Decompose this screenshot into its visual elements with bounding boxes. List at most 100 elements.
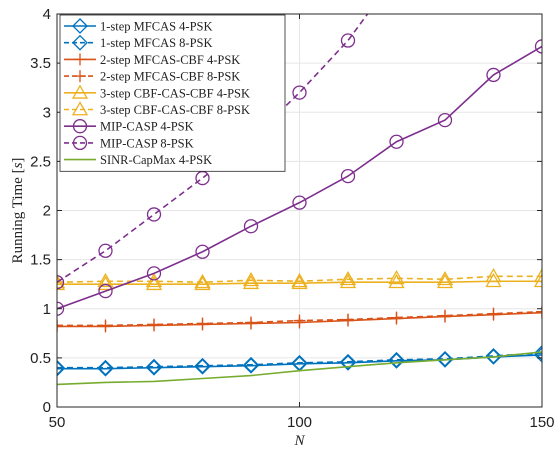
legend-label: MIP-CASP 4-PSK	[100, 120, 194, 134]
data-point	[98, 243, 113, 258]
data-point	[243, 219, 259, 234]
data-point	[242, 274, 260, 290]
legend-marker	[71, 101, 89, 116]
data-point	[195, 170, 210, 186]
legend-item: MIP-CASP 8-PSK	[64, 135, 194, 150]
data-point	[57, 301, 65, 316]
data-point	[57, 359, 65, 376]
x-tick-label: 50	[49, 414, 66, 431]
data-point	[390, 311, 403, 324]
data-point	[97, 272, 114, 288]
data-point	[146, 358, 162, 375]
data-point	[98, 283, 113, 299]
legend-label: 3-step CBF-CAS-CBF 8-PSK	[100, 103, 250, 117]
series-5	[57, 268, 542, 289]
data-point	[57, 275, 66, 291]
series-8	[57, 351, 542, 386]
series-3	[57, 305, 542, 332]
data-point	[194, 358, 211, 375]
data-point	[437, 350, 453, 367]
y-tick-label: 1.5	[30, 252, 51, 269]
data-point	[293, 314, 306, 327]
data-point	[485, 268, 502, 283]
legend-item: 2-step MFCAS-CBF 4-PSK	[64, 53, 240, 67]
data-point	[437, 112, 453, 128]
data-point	[97, 360, 114, 377]
legend-box	[59, 14, 286, 172]
data-point	[485, 348, 502, 365]
data-point	[388, 352, 405, 369]
data-point	[388, 351, 405, 368]
data-point	[533, 272, 542, 288]
y-tick-label: 1	[43, 301, 51, 318]
data-point	[97, 275, 114, 291]
series-4	[57, 272, 542, 291]
data-point	[97, 359, 114, 376]
data-point	[340, 353, 356, 370]
data-point	[534, 345, 542, 361]
legend-label: MIP-CASP 8-PSK	[100, 136, 194, 150]
y-axis-label: Running Time [s]	[10, 158, 26, 264]
data-point	[487, 307, 500, 320]
data-point	[340, 168, 356, 184]
y-tick-label: 0	[43, 399, 51, 416]
x-tick-label: 150	[529, 414, 554, 431]
series-line	[57, 45, 542, 310]
series-lines	[57, 14, 542, 386]
legend-marker	[71, 84, 89, 99]
data-point	[342, 313, 354, 326]
data-point	[339, 273, 357, 289]
data-point	[57, 320, 63, 333]
data-point	[243, 357, 259, 374]
series-1	[57, 345, 542, 376]
series-line	[57, 352, 542, 369]
data-point	[57, 275, 65, 290]
series-line	[57, 351, 542, 386]
data-point	[534, 39, 542, 54]
legend-label: 1-step MFCAS 4-PSK	[100, 20, 213, 34]
data-point	[99, 319, 112, 332]
series-line	[57, 275, 542, 284]
data-point	[291, 274, 308, 290]
data-point	[291, 272, 308, 288]
legend-label: 1-step MFCAS 8-PSK	[100, 36, 213, 50]
x-axis-label: N	[293, 433, 305, 449]
data-point	[291, 354, 308, 371]
data-point	[242, 271, 260, 287]
axis-ticks: 50 100 150 0 0.5 1 1.5 2 2.5 3 3.5 4	[30, 6, 554, 431]
data-point	[437, 351, 453, 368]
legend-marker	[74, 53, 86, 66]
data-point	[388, 269, 405, 285]
data-point	[195, 244, 210, 259]
data-point	[485, 347, 502, 364]
legend-label: 2-step MFCAS-CBF 4-PSK	[100, 53, 240, 67]
legend-marker	[72, 34, 88, 51]
data-point	[243, 356, 259, 373]
data-point	[536, 306, 542, 319]
legend-marker	[72, 18, 88, 34]
data-point	[146, 359, 162, 376]
y-tick-label: 0.5	[30, 350, 51, 367]
data-point	[148, 318, 160, 331]
data-point	[292, 85, 307, 100]
y-tick-label: 3	[43, 104, 51, 121]
legend-item: 3-step CBF-CAS-CBF 4-PSK	[64, 84, 250, 100]
legend-item: 3-step CBF-CAS-CBF 8-PSK	[64, 101, 250, 117]
data-point	[485, 272, 502, 288]
data-point	[146, 207, 162, 222]
legend-marker	[72, 119, 88, 134]
legend-label: SINR-CapMax 4-PSK	[100, 153, 212, 167]
data-point	[57, 360, 65, 377]
legend-item: 2-step MFCAS-CBF 8-PSK	[64, 70, 240, 84]
legend-item: SINR-CapMax 4-PSK	[64, 153, 212, 167]
data-point	[439, 309, 451, 322]
data-point	[196, 317, 209, 330]
data-point	[536, 305, 542, 318]
data-point	[57, 273, 66, 289]
data-point	[145, 275, 163, 291]
y-tick-label: 2.5	[30, 153, 51, 170]
data-point	[146, 266, 162, 281]
series-6	[57, 39, 542, 316]
data-point	[340, 354, 356, 371]
